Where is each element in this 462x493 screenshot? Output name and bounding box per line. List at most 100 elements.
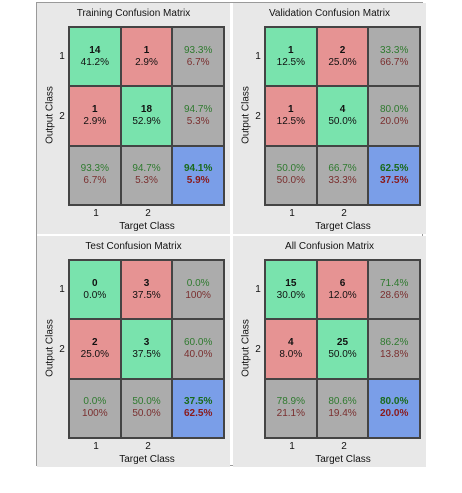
cell-bad-percent: 13.8% [379,348,409,360]
cell-r2c2: 4 50.0% [316,86,369,146]
x-axis-label: Target Class [119,454,175,465]
cell-r1c1: 0 0.0% [69,260,121,320]
cell-good-percent: 37.5% [183,396,213,408]
cell-count: 0 [92,277,98,289]
cell-good-percent: 80.0% [379,396,409,408]
cell-bad-percent: 37.5% [379,175,409,187]
cell-good-percent: 93.3% [80,163,109,175]
cell-bad-percent: 33.3% [328,175,357,187]
cell-percent: 8.0% [279,348,303,360]
cell-count: 1 [143,44,150,56]
cell-count: 15 [285,277,297,289]
cell-bad-percent: 19.4% [328,408,357,420]
y-tick-2: 2 [255,111,261,122]
confusion-grid: 0 0.0% 3 37.5% 0.0% 100% 2 25.0% 3 37.5% 60.0… [68,259,225,439]
y-tick-1: 1 [59,51,65,62]
cell-count: 2 [339,44,346,56]
cell-c1-summary: 78.9% 21.1% [265,378,317,438]
cell-percent: 52.9% [132,115,161,127]
cell-r2c2: 3 37.5% [120,319,173,379]
cell-bad-percent: 5.9% [186,175,210,187]
cell-bad-percent: 40.0% [183,348,213,360]
cell-bad-percent: 6.7% [186,56,210,68]
y-tick-1: 1 [255,51,261,62]
cell-good-percent: 60.0% [183,336,213,348]
cell-bad-percent: 5.3% [186,115,210,127]
cell-bad-percent: 20.0% [379,408,409,420]
x-axis-label: Target Class [119,221,175,232]
cell-overall: 37.5% 62.5% [172,378,224,438]
cell-percent: 30.0% [276,289,305,301]
cell-count: 25 [336,336,349,348]
cell-r2c2: 18 52.9% [120,86,173,146]
cell-percent: 25.0% [328,56,357,68]
cell-overall: 62.5% 37.5% [368,145,420,205]
y-tick-2: 2 [59,111,65,122]
cell-percent: 12.5% [276,115,305,127]
cell-percent: 50.0% [328,348,357,360]
confusion-grid: 1 12.5% 2 25.0% 33.3% 66.7% 1 12.5% 4 50.0% 8… [264,26,421,206]
y-axis-label: Output Class [44,86,56,144]
cell-good-percent: 0.0% [186,277,210,289]
y-axis-label: Output Class [240,319,252,377]
cell-good-percent: 71.4% [379,277,409,289]
cell-r1c2: 6 12.0% [316,260,369,320]
y-tick-1: 1 [59,284,65,295]
cell-bad-percent: 66.7% [379,56,409,68]
test-confusion-panel: Test Confusion Matrix Output Class 1 2 0… [37,236,230,467]
cell-count: 6 [339,277,346,289]
cell-r1c1: 15 30.0% [265,260,317,320]
x-tick-1: 1 [93,441,99,452]
cell-good-percent: 0.0% [83,396,107,408]
cell-count: 1 [288,44,294,56]
y-axis-label: Output Class [44,319,56,377]
cell-good-percent: 94.1% [183,163,213,175]
cell-count: 4 [339,103,346,115]
cell-r1-summary: 33.3% 66.7% [368,27,420,87]
cell-count: 14 [89,44,101,56]
cell-count: 3 [143,336,150,348]
cell-r2-summary: 94.7% 5.3% [172,86,224,146]
cell-percent: 37.5% [132,289,161,301]
cell-bad-percent: 21.1% [276,408,305,420]
cell-good-percent: 94.7% [132,163,161,175]
cell-good-percent: 33.3% [379,44,409,56]
cell-good-percent: 66.7% [328,163,357,175]
cell-good-percent: 94.7% [183,103,213,115]
validation-confusion-panel: Validation Confusion Matrix Output Class… [233,3,426,234]
cell-count: 18 [140,103,153,115]
cell-bad-percent: 50.0% [132,408,161,420]
x-axis-label: Target Class [315,454,371,465]
cell-good-percent: 50.0% [276,163,305,175]
y-tick-1: 1 [255,284,261,295]
cell-bad-percent: 100% [185,289,211,301]
cell-count: 1 [92,103,98,115]
cell-good-percent: 80.6% [328,396,357,408]
cell-bad-percent: 62.5% [183,408,213,420]
panel-title: Test Confusion Matrix [85,241,182,252]
cell-bad-percent: 50.0% [276,175,305,187]
cell-good-percent: 86.2% [379,336,409,348]
cell-overall: 94.1% 5.9% [172,145,224,205]
cell-count: 2 [92,336,98,348]
cell-percent: 12.5% [276,56,305,68]
cell-r1c2: 2 25.0% [316,27,369,87]
cell-count: 1 [288,103,294,115]
cell-count: 3 [143,277,150,289]
cell-r2c1: 1 12.5% [265,86,317,146]
panel-title: Validation Confusion Matrix [269,8,390,19]
cell-r1-summary: 93.3% 6.7% [172,27,224,87]
cell-r1c2: 1 2.9% [120,27,173,87]
x-tick-1: 1 [289,208,295,219]
cell-c2-summary: 66.7% 33.3% [316,145,369,205]
cell-c2-summary: 80.6% 19.4% [316,378,369,438]
cell-bad-percent: 28.6% [379,289,409,301]
cell-c1-summary: 50.0% 50.0% [265,145,317,205]
confusion-grid: 15 30.0% 6 12.0% 71.4% 28.6% 4 8.0% 25 50.0% … [264,259,421,439]
cell-r2c2: 25 50.0% [316,319,369,379]
x-tick-1: 1 [289,441,295,452]
cell-c1-summary: 0.0% 100% [69,378,121,438]
all-confusion-panel: All Confusion Matrix Output Class 1 2 15… [233,236,426,467]
cell-r2c1: 2 25.0% [69,319,121,379]
x-axis-label: Target Class [315,221,371,232]
